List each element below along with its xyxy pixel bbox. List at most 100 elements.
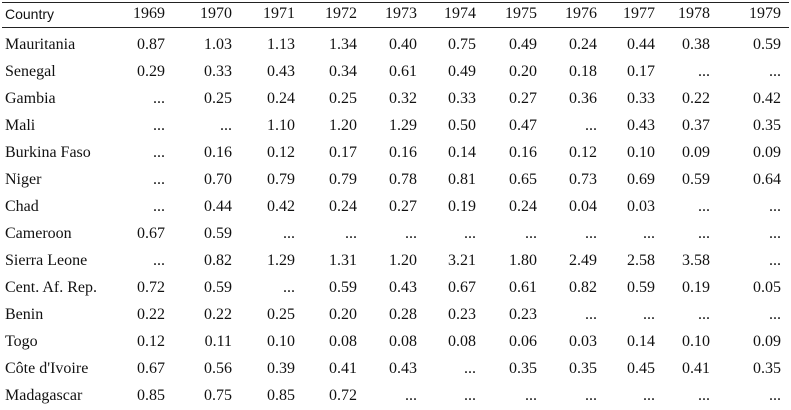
country-name: Sierra Leone [5, 252, 88, 269]
value-cell: ... [464, 225, 476, 242]
value-cell: 1.20 [389, 252, 417, 269]
value-cell: 0.34 [329, 63, 357, 80]
value-cell: 0.33 [204, 63, 232, 80]
value-cell: 0.42 [753, 90, 781, 107]
value-cell: 0.35 [753, 360, 781, 377]
header-year: 1971 [263, 5, 295, 22]
value-cell: 0.59 [204, 279, 232, 296]
country-name: Mauritania [5, 36, 76, 53]
value-cell: 0.49 [448, 63, 476, 80]
value-cell: ... [769, 63, 781, 80]
value-cell: ... [283, 279, 295, 296]
value-cell: ... [643, 387, 655, 404]
value-cell: 0.64 [753, 171, 781, 188]
country-name: Cent. Af. Rep. [5, 279, 97, 296]
value-cell: 0.09 [753, 144, 781, 161]
value-cell: 0.09 [753, 333, 781, 350]
header-country: Country [5, 6, 55, 22]
value-cell: 0.22 [137, 306, 165, 323]
value-cell: 0.81 [448, 171, 476, 188]
value-cell: 0.78 [389, 171, 417, 188]
value-cell: 0.38 [682, 36, 710, 53]
value-cell: 0.16 [204, 144, 232, 161]
value-cell: 0.59 [753, 36, 781, 53]
header-year: 1974 [444, 5, 476, 22]
value-cell: 0.28 [389, 306, 417, 323]
value-cell: 0.10 [682, 333, 710, 350]
value-cell: 0.24 [509, 198, 537, 215]
value-cell: 0.20 [329, 306, 357, 323]
value-cell: 0.18 [569, 63, 597, 80]
value-cell: 0.73 [569, 171, 597, 188]
value-cell: 0.67 [448, 279, 476, 296]
value-cell: 3.58 [682, 252, 710, 269]
value-cell: 0.09 [682, 144, 710, 161]
top-rule [2, 2, 789, 3]
value-cell: 0.82 [204, 252, 232, 269]
value-cell: 0.43 [389, 279, 417, 296]
value-cell: 0.75 [448, 36, 476, 53]
value-cell: 0.35 [509, 360, 537, 377]
header-year: 1970 [200, 5, 232, 22]
value-cell: ... [153, 117, 165, 134]
value-cell: 1.31 [329, 252, 357, 269]
value-cell: ... [769, 387, 781, 404]
value-cell: 0.24 [329, 198, 357, 215]
value-cell: ... [698, 225, 710, 242]
value-cell: ... [220, 117, 232, 134]
value-cell: 0.85 [267, 387, 295, 404]
value-cell: 0.16 [509, 144, 537, 161]
value-cell: ... [153, 198, 165, 215]
value-cell: 0.23 [509, 306, 537, 323]
value-cell: 0.67 [137, 225, 165, 242]
value-cell: 0.08 [448, 333, 476, 350]
value-cell: 0.45 [627, 360, 655, 377]
value-cell: 0.43 [389, 360, 417, 377]
country-name: Cameroon [5, 225, 72, 242]
value-cell: 0.75 [204, 387, 232, 404]
value-cell: 0.22 [682, 90, 710, 107]
value-cell: 0.59 [627, 279, 655, 296]
value-cell: 0.11 [204, 333, 232, 350]
value-cell: 0.61 [509, 279, 537, 296]
value-cell: 0.33 [448, 90, 476, 107]
value-cell: 0.04 [569, 198, 597, 215]
value-cell: 0.25 [204, 90, 232, 107]
value-cell: ... [769, 198, 781, 215]
value-cell: 0.36 [569, 90, 597, 107]
value-cell: ... [405, 387, 417, 404]
value-cell: 0.19 [448, 198, 476, 215]
value-cell: 0.59 [204, 225, 232, 242]
value-cell: 0.24 [569, 36, 597, 53]
value-cell: 1.29 [267, 252, 295, 269]
value-cell: 0.08 [389, 333, 417, 350]
value-cell: 0.61 [389, 63, 417, 80]
value-cell: 0.03 [569, 333, 597, 350]
value-cell: 0.16 [389, 144, 417, 161]
value-cell: 1.13 [267, 36, 295, 53]
value-cell: 0.22 [204, 306, 232, 323]
value-cell: 1.10 [267, 117, 295, 134]
value-cell: 0.17 [329, 144, 357, 161]
value-cell: 1.34 [329, 36, 357, 53]
value-cell: ... [769, 252, 781, 269]
value-cell: 1.20 [329, 117, 357, 134]
value-cell: 0.59 [329, 279, 357, 296]
value-cell: 0.39 [267, 360, 295, 377]
country-name: Gambia [5, 90, 56, 107]
country-name: Côte d'Ivoire [5, 360, 89, 377]
value-cell: 0.41 [329, 360, 357, 377]
header-year: 1977 [623, 5, 655, 22]
value-cell: 0.40 [389, 36, 417, 53]
value-cell: 0.12 [569, 144, 597, 161]
value-cell: 0.67 [137, 360, 165, 377]
value-cell: 0.10 [267, 333, 295, 350]
value-cell: 0.14 [627, 333, 655, 350]
value-cell: 0.14 [448, 144, 476, 161]
value-cell: 0.03 [627, 198, 655, 215]
value-cell: 0.79 [267, 171, 295, 188]
value-cell: 3.21 [448, 252, 476, 269]
value-cell: 0.82 [569, 279, 597, 296]
value-cell: ... [698, 306, 710, 323]
value-cell: 0.44 [627, 36, 655, 53]
